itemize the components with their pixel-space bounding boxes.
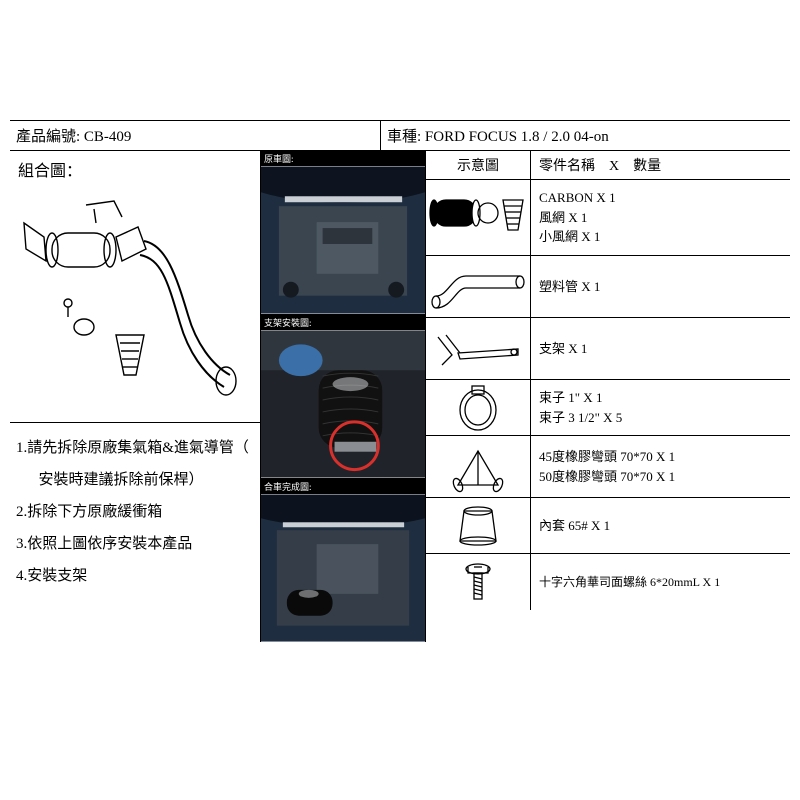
left-column: 組合圖：: [10, 151, 260, 642]
install-steps: 1.請先拆除原廠集氣箱&進氣導管（ 安裝時建議拆除前保桿） 2.拆除下方原廠緩衝…: [10, 423, 260, 603]
clamp-icon: [428, 384, 528, 432]
part-line: 內套 65# X 1: [539, 516, 782, 536]
part-name-sleeve: 內套 65# X 1: [531, 498, 790, 553]
photo-label-1: 原車圖:: [261, 151, 425, 166]
part-name-bolt: 十字六角華司面螺絲 6*20mmL X 1: [531, 554, 790, 610]
part-name-elbow: 45度橡膠彎頭 70*70 X 1 50度橡膠彎頭 70*70 X 1: [531, 436, 790, 497]
part-name-pipe: 塑料管 X 1: [531, 256, 790, 317]
part-icon-carbon: [426, 180, 531, 255]
part-line: CARBON X 1: [539, 188, 782, 208]
body-row: 組合圖：: [10, 151, 790, 642]
part-icon-sleeve: [426, 498, 531, 553]
step-1a: 1.請先拆除原廠集氣箱&進氣導管（: [16, 433, 254, 463]
part-line: 支架 X 1: [539, 339, 782, 359]
part-line: 束子 1" X 1: [539, 388, 782, 408]
photo-bracket-icon: [261, 330, 425, 478]
part-line: 45度橡膠彎頭 70*70 X 1: [539, 447, 782, 467]
part-line: 小風網 X 1: [539, 227, 782, 247]
photo-column: 原車圖: 支架安裝圖:: [260, 151, 425, 642]
photo-complete: 合車完成圖:: [261, 479, 425, 642]
part-line: 十字六角華司面螺絲 6*20mmL X 1: [539, 573, 782, 591]
part-name-bracket: 支架 X 1: [531, 318, 790, 379]
part-line: 束子 3 1/2" X 5: [539, 408, 782, 428]
photo-bracket: 支架安裝圖:: [261, 315, 425, 479]
photo-label-3: 合車完成圖:: [261, 479, 425, 494]
parts-header-name: 零件名稱 X 數量: [531, 151, 790, 179]
part-icon-bolt: [426, 554, 531, 610]
header-row: 產品編號: CB-409 車種: FORD FOCUS 1.8 / 2.0 04…: [10, 121, 790, 151]
photo-original-icon: [261, 166, 425, 314]
part-row-bolt: 十字六角華司面螺絲 6*20mmL X 1: [426, 554, 790, 610]
pipe-icon: [428, 262, 528, 312]
bracket-icon: [428, 325, 528, 373]
carbon-icon: [428, 186, 528, 250]
bolt-icon: [428, 557, 528, 607]
vehicle-label: 車種:: [387, 129, 421, 145]
product-label: 產品編號:: [16, 129, 80, 145]
vehicle-cell: 車種: FORD FOCUS 1.8 / 2.0 04-on: [380, 121, 790, 150]
part-row-elbow: 45度橡膠彎頭 70*70 X 1 50度橡膠彎頭 70*70 X 1: [426, 436, 790, 498]
part-row-carbon: CARBON X 1 風網 X 1 小風網 X 1: [426, 180, 790, 256]
product-code-cell: 產品編號: CB-409: [10, 121, 380, 150]
parts-header-icon: 示意圖: [426, 151, 531, 179]
parts-column: 示意圖 零件名稱 X 數量: [425, 151, 790, 642]
part-row-clamp: 束子 1" X 1 束子 3 1/2" X 5: [426, 380, 790, 436]
part-icon-elbow: [426, 436, 531, 497]
sleeve-icon: [428, 503, 528, 549]
parts-header: 示意圖 零件名稱 X 數量: [426, 151, 790, 180]
assembly-diagram-icon: [16, 175, 252, 415]
part-line: 塑料管 X 1: [539, 277, 782, 297]
part-row-bracket: 支架 X 1: [426, 318, 790, 380]
part-line: 50度橡膠彎頭 70*70 X 1: [539, 467, 782, 487]
photo-original: 原車圖:: [261, 151, 425, 315]
step-1b: 安裝時建議拆除前保桿）: [16, 465, 254, 495]
part-icon-bracket: [426, 318, 531, 379]
part-line: 風網 X 1: [539, 208, 782, 228]
photo-complete-icon: [261, 494, 425, 642]
part-icon-clamp: [426, 380, 531, 435]
part-icon-pipe: [426, 256, 531, 317]
part-name-clamp: 束子 1" X 1 束子 3 1/2" X 5: [531, 380, 790, 435]
instruction-sheet: 產品編號: CB-409 車種: FORD FOCUS 1.8 / 2.0 04…: [10, 120, 790, 642]
step-4: 4.安裝支架: [16, 561, 254, 591]
step-2: 2.拆除下方原廠緩衝箱: [16, 497, 254, 527]
assembly-diagram-cell: 組合圖：: [10, 151, 260, 423]
part-name-carbon: CARBON X 1 風網 X 1 小風網 X 1: [531, 180, 790, 255]
product-code: CB-409: [84, 129, 132, 145]
vehicle-value: FORD FOCUS 1.8 / 2.0 04-on: [425, 129, 609, 145]
photo-label-2: 支架安裝圖:: [261, 315, 425, 330]
part-row-sleeve: 內套 65# X 1: [426, 498, 790, 554]
part-row-pipe: 塑料管 X 1: [426, 256, 790, 318]
step-3: 3.依照上圖依序安裝本產品: [16, 529, 254, 559]
elbow-icon: [428, 441, 528, 493]
